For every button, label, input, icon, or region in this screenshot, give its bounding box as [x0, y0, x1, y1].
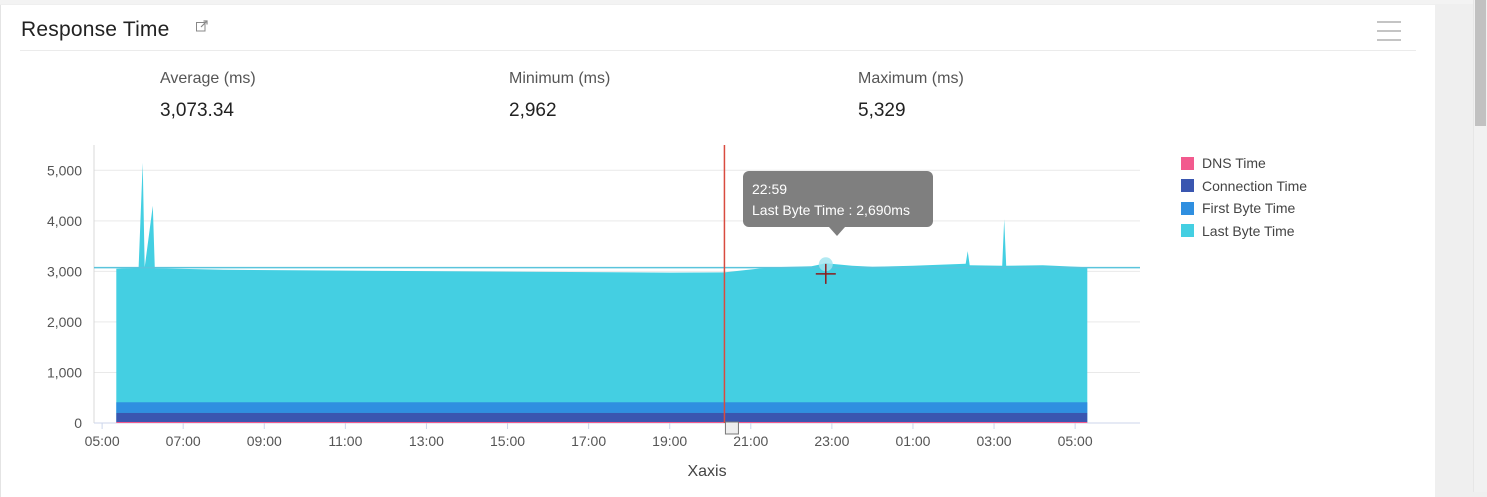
legend-swatch-connection [1181, 179, 1194, 193]
stat-minimum-label: Minimum (ms) [509, 70, 611, 87]
top-border [0, 0, 1487, 4]
x-tick-label: 05:00 [1058, 433, 1093, 449]
legend-item-first-byte[interactable]: First Byte Time [1181, 197, 1307, 220]
stat-maximum: Maximum (ms) 5,329 [858, 70, 964, 122]
x-tick-label: 13:00 [409, 433, 444, 449]
area-first-byte-time [116, 402, 1088, 413]
stat-maximum-label: Maximum (ms) [858, 70, 964, 87]
panel-header: Response Time [20, 14, 1416, 51]
legend-swatch-first-byte [1181, 201, 1194, 215]
tooltip-arrow [829, 227, 845, 236]
x-axis-title: Xaxis [687, 463, 726, 480]
stat-maximum-value: 5,329 [858, 100, 906, 121]
legend-swatch-last-byte [1181, 224, 1194, 238]
stat-average: Average (ms) 3,073.34 [160, 70, 256, 122]
x-tick-label: 21:00 [733, 433, 768, 449]
y-tick-label: 5,000 [47, 162, 82, 178]
area-connection-time [116, 412, 1088, 422]
x-tick-label: 09:00 [247, 433, 282, 449]
y-tick-label: 0 [74, 415, 82, 431]
chart-tooltip: 22:59 Last Byte Time : 2,690ms [743, 171, 933, 227]
stat-minimum-value: 2,962 [509, 100, 557, 121]
x-tick-label: 05:00 [85, 433, 120, 449]
stat-minimum: Minimum (ms) 2,962 [509, 70, 610, 122]
y-tick-label: 3,000 [47, 263, 82, 279]
legend-label-first-byte: First Byte Time [1202, 200, 1296, 217]
area-last-byte-time [116, 162, 1088, 423]
x-tick-label: 07:00 [166, 433, 201, 449]
legend-label-last-byte: Last Byte Time [1202, 222, 1295, 239]
page-title: Response Time [21, 18, 170, 41]
tooltip-value: Last Byte Time : 2,690ms [752, 202, 910, 218]
x-tick-label: 11:00 [328, 433, 362, 449]
x-tick-label: 15:00 [490, 433, 525, 449]
external-link-icon[interactable] [196, 20, 208, 32]
legend-label-dns: DNS Time [1202, 155, 1266, 172]
x-tick-label: 01:00 [895, 433, 930, 449]
x-tick-label: 19:00 [652, 433, 687, 449]
y-tick-label: 4,000 [47, 213, 82, 229]
x-tick-label: 23:00 [814, 433, 849, 449]
y-tick-label: 1,000 [47, 364, 82, 380]
hamburger-menu-icon[interactable] [1377, 21, 1401, 43]
legend-label-connection: Connection Time [1202, 177, 1308, 194]
x-tick-label: 03:00 [977, 433, 1012, 449]
legend-item-connection[interactable]: Connection Time [1181, 175, 1307, 198]
legend-item-dns[interactable]: DNS Time [1181, 152, 1307, 175]
stat-average-value: 3,073.34 [160, 100, 234, 121]
tooltip-time: 22:59 [752, 181, 788, 197]
legend-item-last-byte[interactable]: Last Byte Time [1181, 220, 1307, 243]
stat-average-label: Average (ms) [160, 70, 256, 87]
x-tick-label: 17:00 [571, 433, 606, 449]
range-handle[interactable] [724, 421, 739, 435]
legend-swatch-dns [1181, 156, 1194, 170]
scrollbar-thumb[interactable] [1475, 0, 1486, 126]
chart-legend: DNS Time Connection Time First Byte Time… [1181, 152, 1307, 242]
area-dns-time [116, 421, 1088, 423]
y-tick-label: 2,000 [47, 314, 82, 330]
